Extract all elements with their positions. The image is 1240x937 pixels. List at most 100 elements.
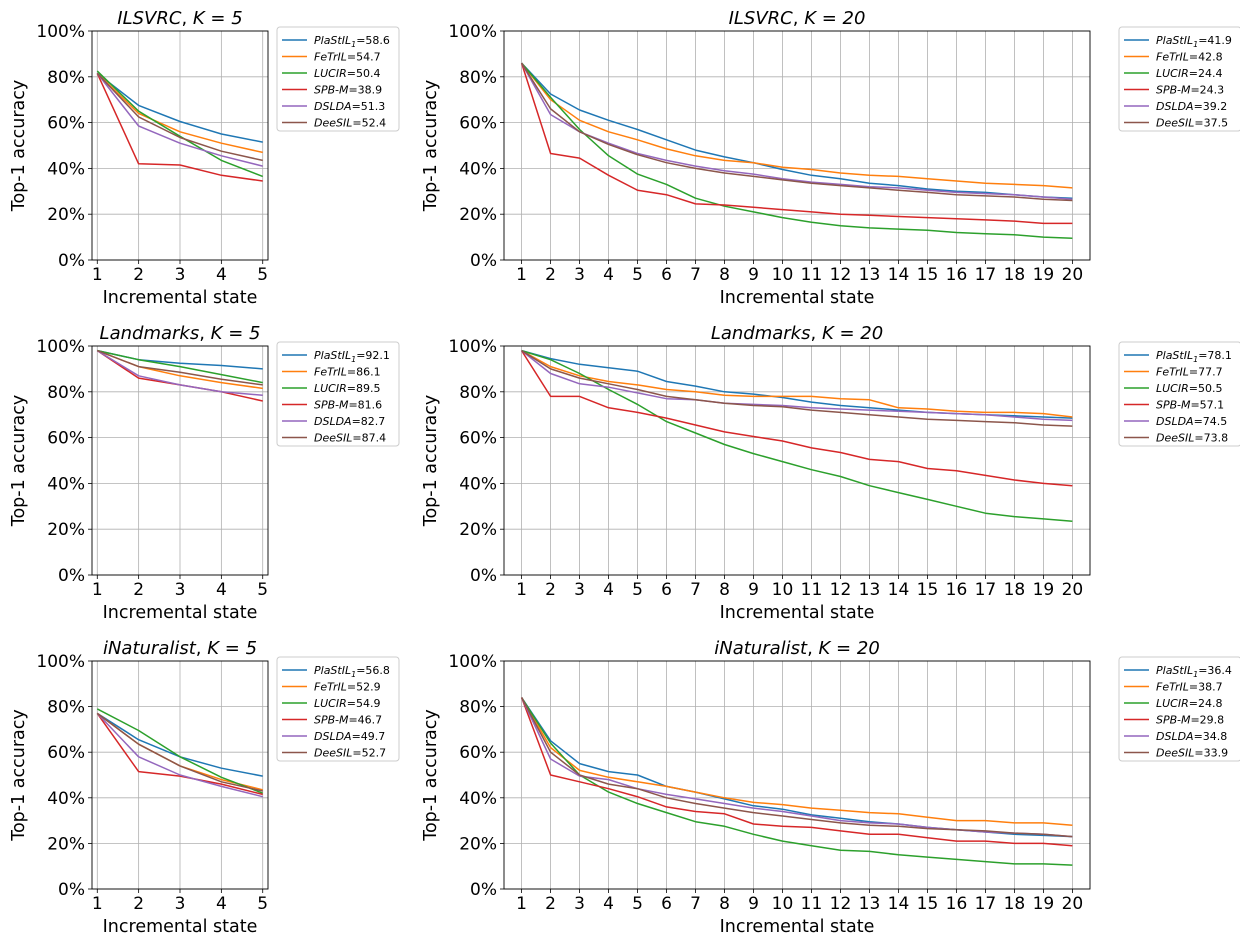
- legend-score: =42.8: [1189, 51, 1223, 64]
- legend-label-deesil: DeeSIL=33.9: [1156, 747, 1228, 760]
- x-tick-label: 2: [545, 265, 556, 285]
- x-tick-label: 16: [946, 580, 968, 600]
- series-line-dslda: [96, 72, 263, 167]
- series-line-spb-m: [520, 350, 1073, 487]
- x-tick-label: 12: [830, 580, 852, 600]
- legend-score: =51.3: [352, 100, 386, 113]
- series-line-fetril: [521, 62, 1073, 189]
- title-separator: ,: [196, 638, 207, 659]
- x-tick-label: 7: [690, 894, 701, 914]
- y-axis-label: Top-1 accuracy: [9, 709, 29, 842]
- y-tick-label: 60%: [47, 743, 85, 763]
- x-tick-label: 11: [801, 894, 823, 914]
- subplot-title: ILSVRC, K = 20: [729, 8, 866, 29]
- legend-method: DeeSIL: [1156, 747, 1194, 760]
- series-line-lucir: [521, 62, 1073, 239]
- legend-method: DeeSIL: [314, 747, 352, 760]
- legend-label-fetril: FeTrIL=54.7: [314, 51, 381, 64]
- y-tick-label: 0%: [470, 880, 497, 900]
- y-tick-label: 60%: [459, 114, 497, 134]
- axes-frame: [503, 30, 1091, 261]
- legend-score: =54.9: [347, 697, 381, 710]
- title-k: K = 20: [804, 8, 865, 29]
- y-tick-label: 60%: [459, 743, 497, 763]
- legend-method: FeTrIL: [314, 51, 347, 64]
- legend-label-dslda: DSLDA=34.8: [1156, 730, 1227, 743]
- y-tick-label: 100%: [448, 337, 497, 357]
- legend-label-spb-m: SPB-M=29.8: [1156, 714, 1224, 727]
- subplot-title: ILSVRC, K = 5: [117, 8, 242, 29]
- legend-subscript: 1: [351, 40, 356, 49]
- y-tick-label: 80%: [459, 383, 497, 403]
- legend: PlaStIL1=41.9FeTrIL=42.8LUCIR=24.4SPB-M=…: [1118, 26, 1240, 132]
- legend-label-fetril: FeTrIL=77.7: [1156, 366, 1223, 379]
- legend-score: =41.9: [1198, 34, 1232, 47]
- title-k: K = 5: [211, 323, 261, 344]
- title-separator: ,: [199, 323, 210, 344]
- legend-label-dslda: DSLDA=82.7: [314, 415, 385, 428]
- legend-score: =77.7: [1189, 366, 1223, 379]
- x-tick-label: 16: [946, 894, 968, 914]
- x-tick-label: 8: [719, 894, 730, 914]
- legend-subscript: 1: [1193, 355, 1198, 364]
- x-tick-label: 2: [133, 894, 144, 914]
- legend-label-spb-m: SPB-M=57.1: [1156, 399, 1224, 412]
- y-tick-label: 0%: [58, 566, 85, 586]
- y-tick-label: 100%: [448, 652, 497, 672]
- y-tick-label: 0%: [470, 566, 497, 586]
- legend-subscript: 1: [351, 670, 356, 679]
- x-tick-label: 6: [661, 580, 672, 600]
- x-tick-label: 4: [216, 894, 227, 914]
- legend-label-spb-m: SPB-M=81.6: [314, 399, 382, 412]
- series-line-fetril: [521, 349, 1073, 418]
- legend-label-deesil: DeeSIL=73.8: [1156, 432, 1228, 445]
- legend-method: PlaStIL: [314, 34, 351, 47]
- legend-label-lucir: LUCIR=89.5: [314, 382, 380, 395]
- series-line-dslda: [521, 350, 1073, 422]
- x-tick-label: 18: [1004, 580, 1026, 600]
- legend-label-fetril: FeTrIL=42.8: [1156, 51, 1223, 64]
- legend-box: [1118, 26, 1240, 132]
- x-tick-label: 19: [1033, 265, 1055, 285]
- series-line-dslda: [96, 349, 263, 396]
- x-tick-label: 7: [690, 265, 701, 285]
- legend-score: =24.3: [1190, 84, 1224, 97]
- legend-score: =56.8: [356, 664, 390, 677]
- x-tick-label: 13: [859, 894, 881, 914]
- y-tick-label: 80%: [459, 698, 497, 718]
- title-dataset: ILSVRC: [117, 8, 182, 29]
- x-tick-label: 17: [975, 580, 997, 600]
- legend-score: =24.4: [1189, 67, 1223, 80]
- title-dataset: iNaturalist: [714, 638, 808, 659]
- legend-score: =78.1: [1198, 349, 1232, 362]
- legend-method: PlaStIL: [1156, 664, 1193, 677]
- series-line-deesil: [97, 349, 263, 386]
- y-tick-label: 40%: [459, 159, 497, 179]
- legend-label-lucir: LUCIR=24.4: [1156, 67, 1222, 80]
- subplot-4: 1 2 3 4 5 6 7 8 9 10 11 12 13 14 15 16 17 18 19 200%20%40%6…: [421, 323, 1240, 623]
- series-line-spb-m: [96, 712, 263, 796]
- x-tick-label: 10: [772, 894, 794, 914]
- x-tick-label: 15: [917, 894, 939, 914]
- legend-method: DeeSIL: [1156, 432, 1194, 445]
- legend-label-fetril: FeTrIL=38.7: [1156, 681, 1223, 694]
- legend-label-spb-m: SPB-M=38.9: [314, 84, 382, 97]
- legend-method: LUCIR: [314, 67, 347, 80]
- y-tick-label: 60%: [47, 114, 85, 134]
- y-tick-label: 60%: [47, 429, 85, 449]
- series-line-deesil: [520, 62, 1073, 202]
- x-tick-label: 18: [1004, 265, 1026, 285]
- legend-label-fetril: FeTrIL=52.9: [314, 681, 381, 694]
- y-axis-label: Top-1 accuracy: [9, 395, 29, 528]
- legend-method: FeTrIL: [1156, 681, 1189, 694]
- legend-label-dslda: DSLDA=49.7: [314, 730, 385, 743]
- legend-score: =74.5: [1194, 415, 1228, 428]
- legend-score: =89.5: [347, 382, 381, 395]
- legend-score: =36.4: [1198, 664, 1232, 677]
- legend-label-plastil1: PlaStIL1=92.1: [314, 349, 390, 364]
- series-line-deesil: [96, 72, 263, 162]
- legend-score: =38.9: [348, 84, 382, 97]
- y-tick-label: 40%: [47, 474, 85, 494]
- y-tick-label: 40%: [459, 789, 497, 809]
